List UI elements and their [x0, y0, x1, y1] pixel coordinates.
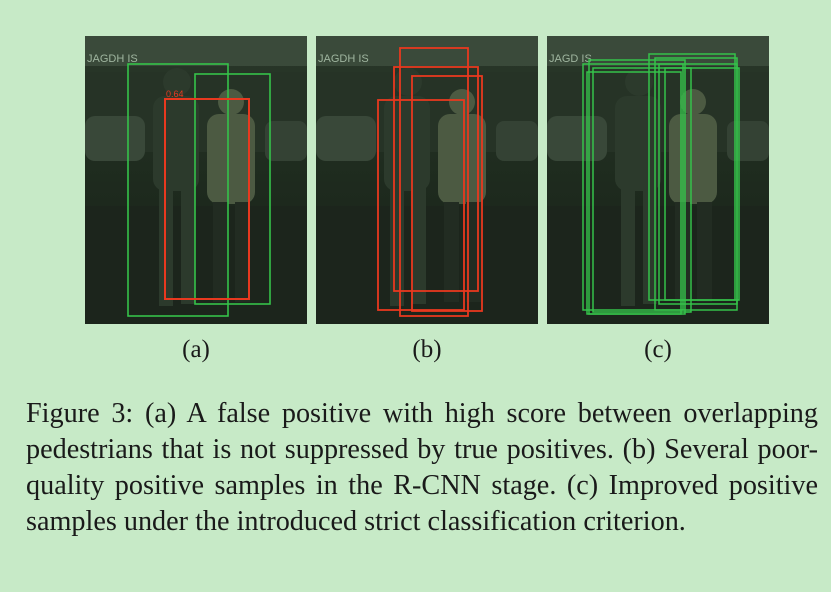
- figure-caption-text: Figure 3: (a) A false positive with high…: [26, 398, 818, 537]
- figure-caption: Figure 3: (a) A false positive with high…: [26, 396, 818, 540]
- shop-sign-text: JAGDH IS: [87, 53, 138, 65]
- detection-box-red: [411, 75, 483, 312]
- detection-box-green: [582, 63, 684, 311]
- figure-panel-c: JAGD IS: [547, 36, 769, 324]
- detection-box-red: [399, 47, 469, 317]
- subfigure-label-c: (c): [644, 336, 672, 363]
- subfigure-label-a: (a): [182, 336, 210, 363]
- figure-panel-a: JAGDH IS 0.64: [85, 36, 307, 324]
- figure-panel-b: JAGDH IS: [316, 36, 538, 324]
- detection-box-green: [586, 71, 682, 315]
- shop-sign-text: JAGDH IS: [318, 53, 369, 65]
- pedestrian-scene-image-b: JAGDH IS: [316, 36, 538, 324]
- detection-box-red: [164, 98, 250, 300]
- detection-box-green: [658, 63, 738, 305]
- detection-box-red: [393, 66, 479, 292]
- detection-box-green: [664, 67, 740, 301]
- detection-score-label: 0.64: [166, 89, 184, 99]
- shop-sign-text: JAGD IS: [549, 53, 592, 65]
- pedestrian-scene-image-a: JAGDH IS 0.64: [85, 36, 307, 324]
- detection-box-red: [377, 99, 465, 311]
- detection-box-green: [592, 67, 692, 313]
- pedestrian-scene-image-c: JAGD IS: [547, 36, 769, 324]
- subfigure-label-b: (b): [412, 336, 442, 363]
- detection-box-green: [194, 73, 271, 305]
- detection-box-green: [127, 63, 229, 317]
